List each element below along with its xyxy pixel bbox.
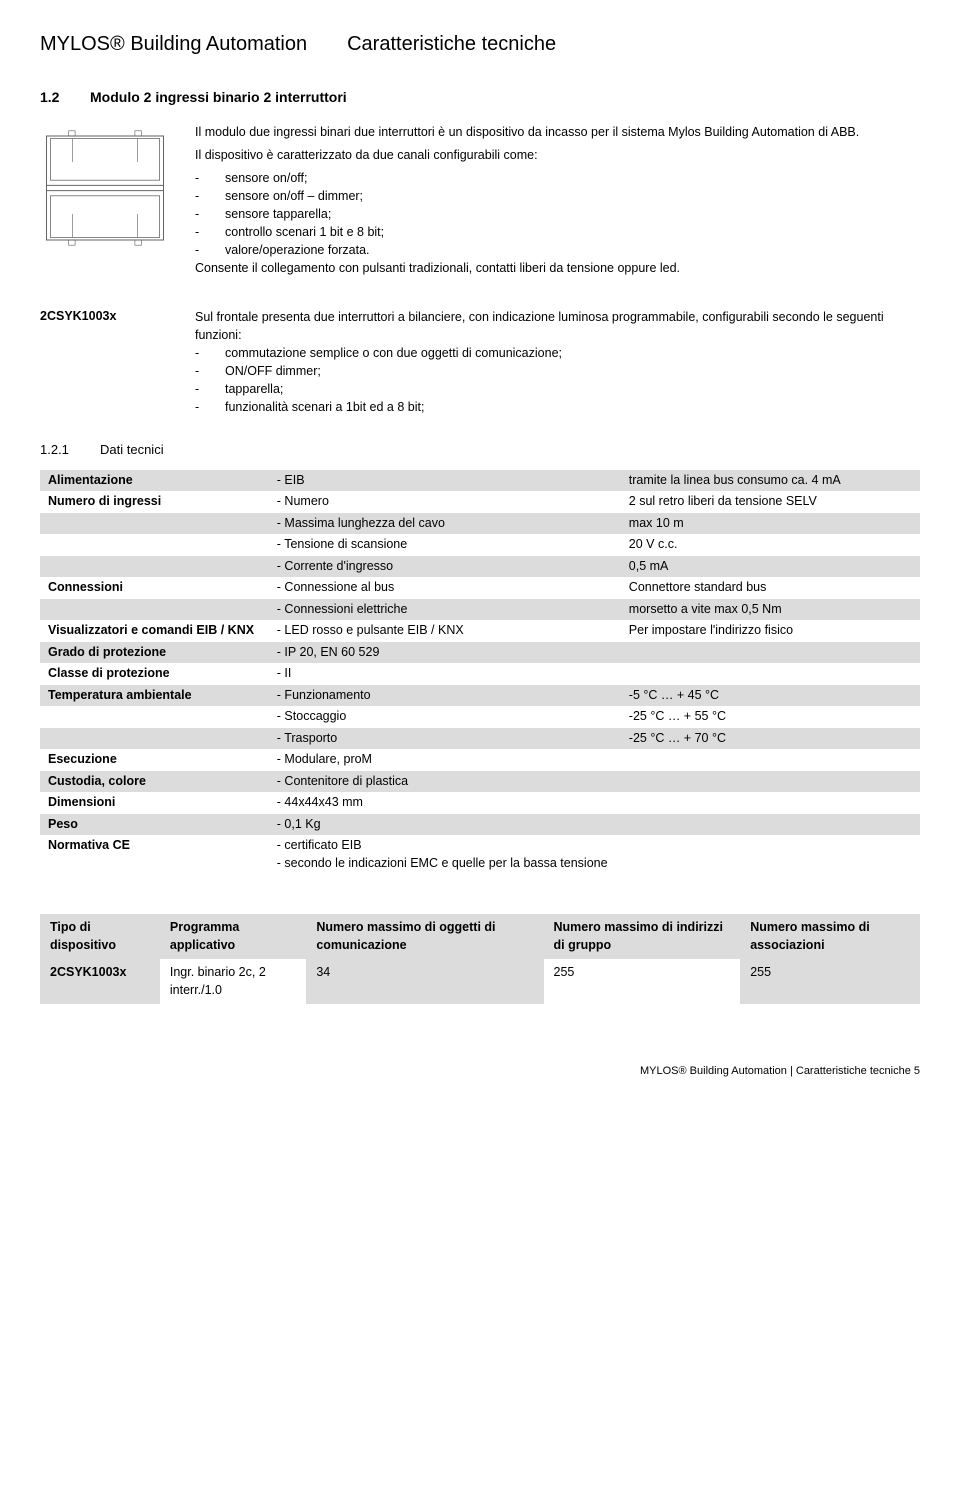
spec-value (621, 814, 920, 836)
subsection-number: 1.2.1 (40, 441, 80, 459)
page-title: Caratteristiche tecniche (347, 30, 556, 58)
spec-param: - Modulare, proM (269, 749, 621, 771)
device-diagram (40, 123, 170, 283)
spec-label: Visualizzatori e comandi EIB / KNX (40, 620, 269, 642)
spec-param: - II (269, 663, 621, 685)
spec-label (40, 728, 269, 750)
spec-param: - Contenitore di plastica (269, 771, 621, 793)
spec-label: Normativa CE (40, 835, 269, 874)
subsection-title: Dati tecnici (100, 441, 164, 459)
list-item: funzionalità scenari a 1bit ed a 8 bit; (225, 398, 424, 416)
spec-param: - 44x44x43 mm (269, 792, 621, 814)
spec-param: - IP 20, EN 60 529 (269, 642, 621, 664)
intro-p1: Il modulo due ingressi binari due interr… (195, 123, 920, 141)
spec-value: Per impostare l'indirizzo fisico (621, 620, 920, 642)
spec-value (621, 749, 920, 771)
front-p1: Sul frontale presenta due interruttori a… (195, 308, 920, 344)
spec-label: Custodia, colore (40, 771, 269, 793)
page-footer: MYLOS® Building Automation | Caratterist… (40, 1064, 920, 1079)
intro-feature-list: -sensore on/off; -sensore on/off – dimme… (195, 169, 920, 260)
spec-value: -25 °C … + 70 °C (621, 728, 920, 750)
spec-value: -5 °C … + 45 °C (621, 685, 920, 707)
type-table: Tipo di dispositivo Programma applicativ… (40, 914, 920, 1004)
brand-title: MYLOS® Building Automation (40, 30, 307, 58)
section-number: 1.2 (40, 88, 70, 108)
spec-param: - Massima lunghezza del cavo (269, 513, 621, 535)
spec-param: - Corrente d'ingresso (269, 556, 621, 578)
list-item: valore/operazione forzata. (225, 241, 370, 259)
spec-value (621, 771, 920, 793)
spec-label (40, 706, 269, 728)
spec-value (621, 663, 920, 685)
spec-value (621, 792, 920, 814)
spec-value: tramite la linea bus consumo ca. 4 mA (621, 470, 920, 492)
spec-label: Alimentazione (40, 470, 269, 492)
spec-value: morsetto a vite max 0,5 Nm (621, 599, 920, 621)
spec-label (40, 599, 269, 621)
spec-table: Alimentazione- EIBtramite la linea bus c… (40, 470, 920, 875)
spec-label: Temperatura ambientale (40, 685, 269, 707)
spec-label: Dimensioni (40, 792, 269, 814)
spec-value: 0,5 mA (621, 556, 920, 578)
td: 255 (740, 959, 920, 1004)
spec-label (40, 556, 269, 578)
td: 2CSYK1003x (40, 959, 160, 1004)
th: Numero massimo di oggetti di comunicazio… (306, 914, 543, 959)
th: Numero massimo di indirizzi di gruppo (544, 914, 741, 959)
spec-label: Connessioni (40, 577, 269, 599)
spec-param: - Tensione di scansione (269, 534, 621, 556)
part-number: 2CSYK1003x (40, 308, 170, 417)
spec-param: - LED rosso e pulsante EIB / KNX (269, 620, 621, 642)
spec-label: Esecuzione (40, 749, 269, 771)
list-item: sensore on/off; (225, 169, 307, 187)
spec-label (40, 513, 269, 535)
th: Numero massimo di associazioni (740, 914, 920, 959)
spec-value (621, 642, 920, 664)
spec-value (621, 835, 920, 874)
spec-label (40, 534, 269, 556)
intro-p2: Il dispositivo è caratterizzato da due c… (195, 146, 920, 164)
th: Tipo di dispositivo (40, 914, 160, 959)
spec-value: Connettore standard bus (621, 577, 920, 599)
section-title: Modulo 2 ingressi binario 2 interruttori (90, 88, 347, 108)
front-feature-list: -commutazione semplice o con due oggetti… (195, 344, 920, 417)
spec-label: Numero di ingressi (40, 491, 269, 513)
spec-value: max 10 m (621, 513, 920, 535)
spec-label: Grado di protezione (40, 642, 269, 664)
td: 255 (544, 959, 741, 1004)
th: Programma applicativo (160, 914, 306, 959)
spec-param: - Trasporto (269, 728, 621, 750)
spec-param: - certificato EIB - secondo le indicazio… (269, 835, 621, 874)
spec-label: Classe di protezione (40, 663, 269, 685)
list-item: ON/OFF dimmer; (225, 362, 321, 380)
list-item: commutazione semplice o con due oggetti … (225, 344, 562, 362)
list-item: controllo scenari 1 bit e 8 bit; (225, 223, 384, 241)
list-item: tapparella; (225, 380, 283, 398)
spec-param: - EIB (269, 470, 621, 492)
spec-param: - Numero (269, 491, 621, 513)
spec-value: -25 °C … + 55 °C (621, 706, 920, 728)
spec-param: - Stoccaggio (269, 706, 621, 728)
list-item: sensore tapparella; (225, 205, 331, 223)
spec-value: 2 sul retro liberi da tensione SELV (621, 491, 920, 513)
spec-label: Peso (40, 814, 269, 836)
spec-param: - Connessione al bus (269, 577, 621, 599)
spec-param: - Connessioni elettriche (269, 599, 621, 621)
spec-param: - 0,1 Kg (269, 814, 621, 836)
spec-param: - Funzionamento (269, 685, 621, 707)
intro-p3: Consente il collegamento con pulsanti tr… (195, 259, 920, 277)
td: Ingr. binario 2c, 2 interr./1.0 (160, 959, 306, 1004)
td: 34 (306, 959, 543, 1004)
spec-value: 20 V c.c. (621, 534, 920, 556)
list-item: sensore on/off – dimmer; (225, 187, 363, 205)
